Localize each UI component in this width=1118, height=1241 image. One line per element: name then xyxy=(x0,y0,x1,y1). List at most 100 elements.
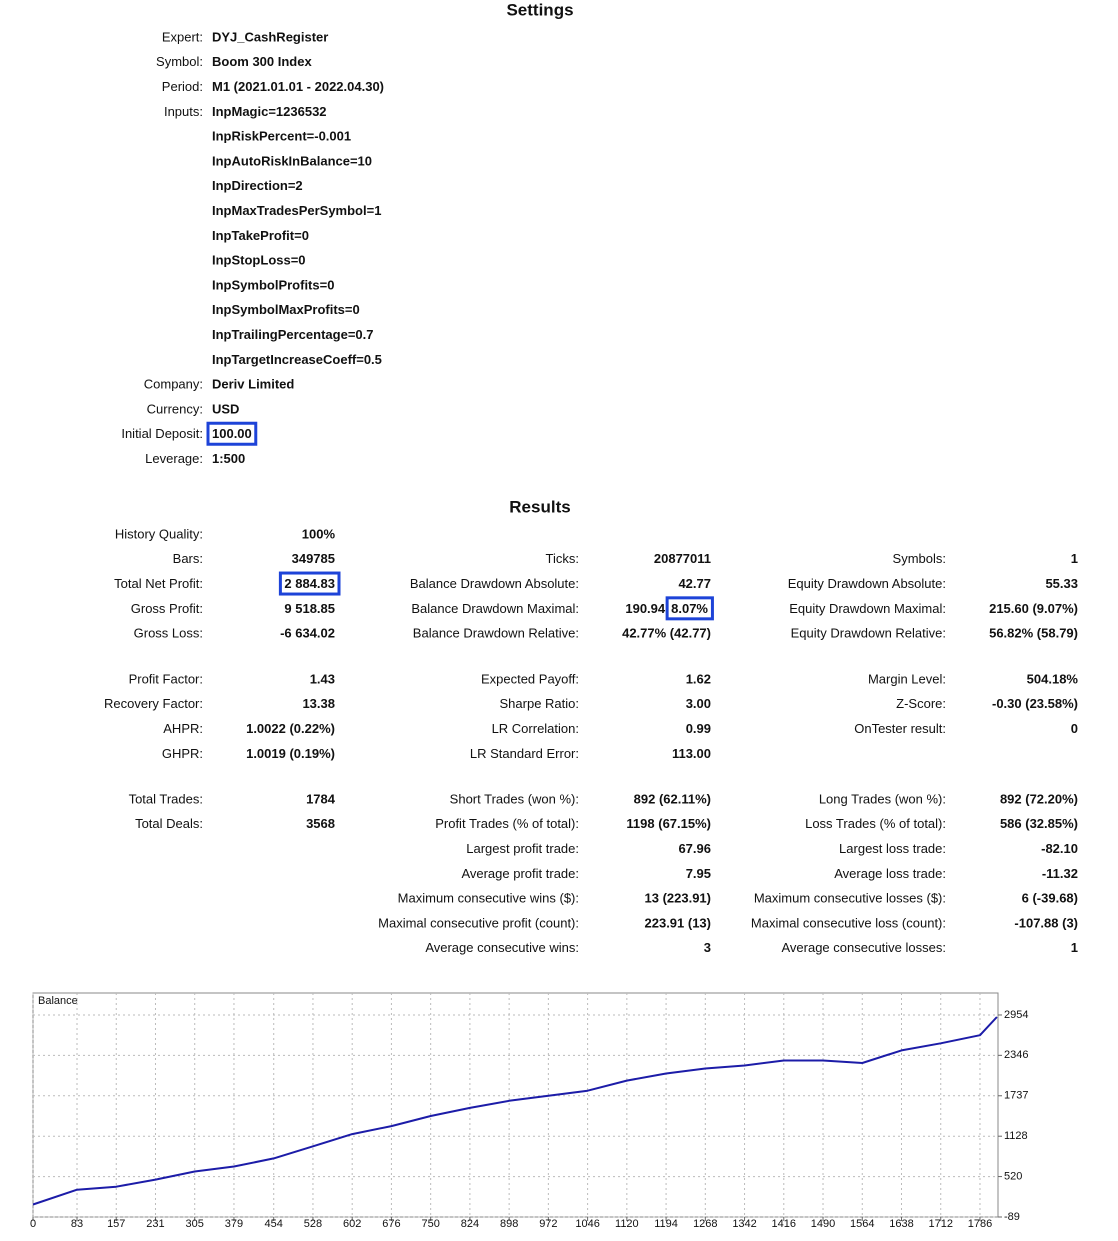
y-tick-label: -89 xyxy=(1004,1211,1020,1223)
x-tick-label: 231 xyxy=(146,1218,164,1230)
result-value: 1 xyxy=(1071,551,1078,566)
result-label: Profit Trades (% of total): xyxy=(435,816,579,831)
x-tick-label: 972 xyxy=(539,1218,557,1230)
result-label: Balance Drawdown Maximal: xyxy=(411,601,579,616)
result-value: 223.91 (13) xyxy=(645,915,712,930)
result-value: -11.32 xyxy=(1042,866,1078,881)
result-value: 42.77% (42.77) xyxy=(622,626,711,641)
x-tick-label: 379 xyxy=(225,1218,243,1230)
setting-value: InpMagic=1236532 xyxy=(212,104,327,119)
setting-label: Currency: xyxy=(147,401,203,416)
result-label: Short Trades (won %): xyxy=(450,791,579,806)
result-value: 1.62 xyxy=(686,671,711,686)
result-value: 215.60 (9.07%) xyxy=(989,601,1078,616)
result-value: 892 (72.20%) xyxy=(1000,791,1078,806)
result-value: 55.33 xyxy=(1045,576,1078,591)
result-label: Sharpe Ratio: xyxy=(500,696,580,711)
balance-line xyxy=(32,1016,998,1206)
result-value: 67.96 xyxy=(678,841,711,856)
settings-title: Settings xyxy=(506,0,573,19)
result-label: Gross Profit: xyxy=(131,601,203,616)
result-value: 3568 xyxy=(306,816,335,831)
result-value: -0.30 (23.58%) xyxy=(992,696,1078,711)
setting-value: InpRiskPercent=-0.001 xyxy=(212,129,351,144)
setting-value: InpTrailingPercentage=0.7 xyxy=(212,327,373,342)
x-tick-label: 157 xyxy=(107,1218,125,1230)
setting-label: Period: xyxy=(162,79,203,94)
result-value: 113.00 xyxy=(672,746,711,761)
setting-value: InpAutoRiskInBalance=10 xyxy=(212,153,372,168)
x-tick-label: 1194 xyxy=(654,1218,678,1230)
result-value: 9 518.85 xyxy=(284,601,335,616)
result-label: Total Deals: xyxy=(135,816,203,831)
setting-label: Company: xyxy=(144,377,203,392)
result-label: Average consecutive losses: xyxy=(781,940,946,955)
result-label: Equity Drawdown Absolute: xyxy=(788,576,946,591)
setting-value: DYJ_CashRegister xyxy=(212,29,328,44)
result-value: 13.38 xyxy=(302,696,335,711)
result-note: 8.07% xyxy=(671,601,708,616)
setting-label: Leverage: xyxy=(145,451,203,466)
result-label: Equity Drawdown Maximal: xyxy=(789,601,946,616)
result-label: LR Standard Error: xyxy=(470,746,579,761)
x-tick-label: 1490 xyxy=(811,1218,835,1230)
setting-value: 1:500 xyxy=(212,451,245,466)
setting-value: InpTargetIncreaseCoeff=0.5 xyxy=(212,352,382,367)
chart-frame xyxy=(32,992,999,1218)
result-label: Total Trades: xyxy=(129,791,203,806)
result-value: 586 (32.85%) xyxy=(1000,816,1078,831)
x-tick-label: 824 xyxy=(461,1218,479,1230)
x-tick-label: 305 xyxy=(186,1218,204,1230)
result-value: 504.18% xyxy=(1027,671,1079,686)
highlight-box xyxy=(665,596,714,621)
result-label: Symbols: xyxy=(893,551,946,566)
highlight-box xyxy=(206,421,258,446)
result-value: 892 (62.11%) xyxy=(634,791,711,806)
setting-value: Boom 300 Index xyxy=(212,54,312,69)
result-label: Profit Factor: xyxy=(129,671,203,686)
setting-value: InpSymbolProfits=0 xyxy=(212,277,334,292)
result-label: Gross Loss: xyxy=(134,626,203,641)
result-label: Recovery Factor: xyxy=(104,696,203,711)
result-label: Average loss trade: xyxy=(834,866,946,881)
result-value: -6 634.02 xyxy=(280,626,335,641)
setting-value: InpTakeProfit=0 xyxy=(212,228,309,243)
result-value: 7.95 xyxy=(686,866,711,881)
setting-value: 100.00 xyxy=(212,426,252,441)
result-value: 42.77 xyxy=(678,576,711,591)
result-label: Average profit trade: xyxy=(461,866,579,881)
result-label: Maximum consecutive losses ($): xyxy=(754,891,946,906)
result-value: 190.94 xyxy=(625,601,666,616)
setting-label: Initial Deposit: xyxy=(121,426,203,441)
result-label: Ticks: xyxy=(546,551,579,566)
x-tick-label: 1046 xyxy=(575,1218,599,1230)
chart-title: Balance xyxy=(38,995,78,1007)
result-label: Loss Trades (% of total): xyxy=(805,816,946,831)
results-title: Results xyxy=(509,497,570,516)
result-value: 0.99 xyxy=(686,721,711,736)
highlight-box xyxy=(278,571,341,596)
result-value: -107.88 (3) xyxy=(1014,915,1078,930)
result-value: 3 xyxy=(704,940,711,955)
y-tick-label: 1128 xyxy=(1004,1130,1028,1142)
result-label: OnTester result: xyxy=(854,721,946,736)
result-label: Z-Score: xyxy=(896,696,946,711)
x-tick-label: 1638 xyxy=(889,1218,913,1230)
setting-label: Expert: xyxy=(162,29,203,44)
result-value: 0 xyxy=(1071,721,1078,736)
x-tick-label: 1268 xyxy=(693,1218,717,1230)
result-value: -82.10 xyxy=(1041,841,1078,856)
x-tick-label: 1786 xyxy=(968,1218,992,1230)
result-value: 20877011 xyxy=(654,551,711,566)
result-value: 13 (223.91) xyxy=(645,891,712,906)
result-value: 1.0022 (0.22%) xyxy=(246,721,335,736)
result-label: History Quality: xyxy=(115,526,203,541)
setting-value: Deriv Limited xyxy=(212,377,294,392)
result-value: 3.00 xyxy=(686,696,711,711)
result-value: 100% xyxy=(302,526,336,541)
x-tick-label: 0 xyxy=(30,1218,36,1230)
x-tick-label: 1564 xyxy=(850,1218,874,1230)
result-value: 6 (-39.68) xyxy=(1022,891,1078,906)
result-label: Total Net Profit: xyxy=(114,576,203,591)
result-label: GHPR: xyxy=(162,746,203,761)
